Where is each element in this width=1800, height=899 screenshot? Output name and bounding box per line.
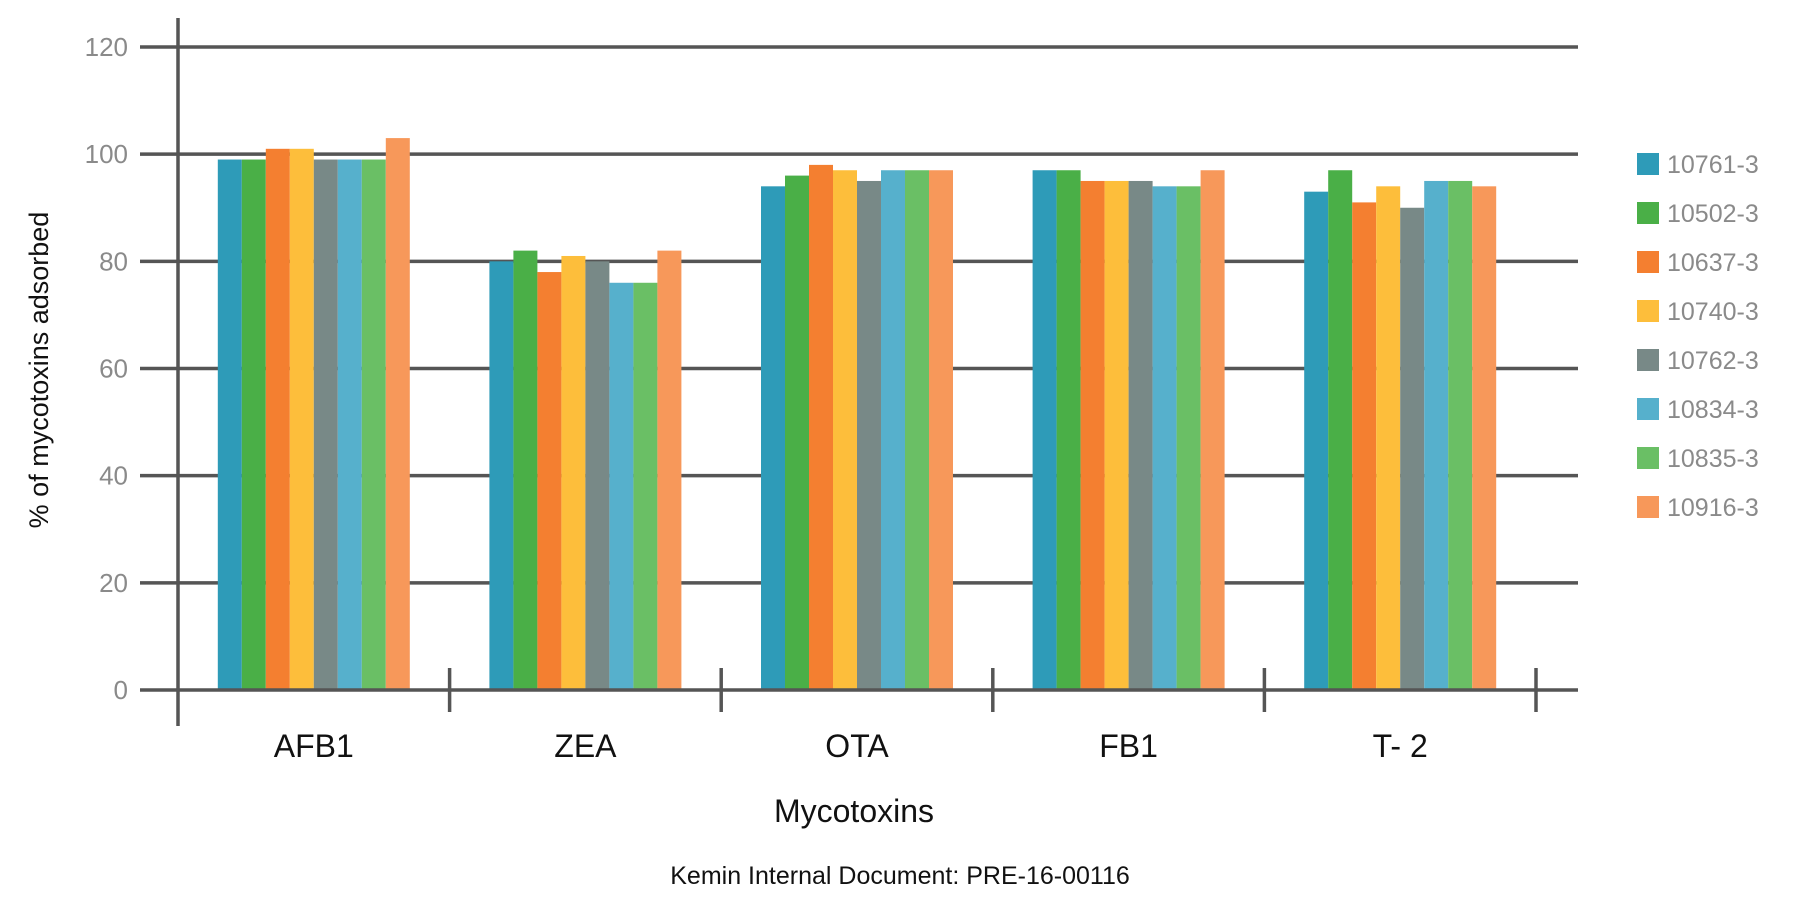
legend-label: 10502-3 bbox=[1667, 200, 1759, 228]
x-tick-label: AFB1 bbox=[274, 728, 354, 764]
bar-10761-3-AFB1 bbox=[217, 159, 242, 690]
axes bbox=[140, 18, 1578, 726]
y-tick-labels: 0 20 40 60 80 100 120 bbox=[85, 32, 128, 705]
bars bbox=[217, 138, 1497, 691]
bar-10834-3-AFB1 bbox=[337, 159, 362, 690]
bar-10502-3-AFB1 bbox=[241, 159, 266, 690]
legend-swatch bbox=[1637, 251, 1659, 273]
bar-10502-3-FB1 bbox=[1056, 170, 1081, 690]
legend-swatch bbox=[1637, 202, 1659, 224]
legend-label: 10740-3 bbox=[1667, 298, 1759, 326]
bar-10916-3-T-2 bbox=[1472, 186, 1497, 691]
legend-label: 10835-3 bbox=[1667, 445, 1759, 473]
legend: 10761-3 10502-3 10637-3 10740-3 10762-3 10834… bbox=[1637, 151, 1759, 522]
bar-10835-3-OTA bbox=[905, 170, 929, 690]
bar-10502-3-T-2 bbox=[1328, 170, 1353, 690]
bar-10502-3-ZEA bbox=[513, 250, 538, 690]
bar-10916-3-ZEA bbox=[657, 250, 682, 690]
bar-10834-3-T-2 bbox=[1424, 180, 1449, 691]
bar-10762-3-OTA bbox=[857, 180, 881, 691]
x-axis-title: Mycotoxins bbox=[774, 793, 934, 829]
x-tick-label: T- 2 bbox=[1373, 728, 1428, 764]
bar-10762-3-T-2 bbox=[1400, 207, 1425, 690]
y-tick-label: 100 bbox=[85, 139, 128, 169]
bar-10762-3-FB1 bbox=[1128, 180, 1153, 691]
bar-10835-3-ZEA bbox=[633, 282, 658, 690]
bar-10637-3-OTA bbox=[809, 164, 833, 691]
bar-10761-3-FB1 bbox=[1032, 170, 1057, 690]
bar-10740-3-T-2 bbox=[1376, 186, 1401, 691]
x-tick-label: FB1 bbox=[1099, 728, 1158, 764]
bar-10740-3-AFB1 bbox=[289, 148, 314, 690]
legend-label: 10637-3 bbox=[1667, 249, 1759, 277]
bar-10762-3-ZEA bbox=[585, 261, 610, 690]
bar-10835-3-T-2 bbox=[1448, 180, 1473, 691]
x-tick-label: OTA bbox=[825, 728, 889, 764]
legend-swatch bbox=[1637, 349, 1659, 371]
bar-10835-3-AFB1 bbox=[361, 159, 386, 690]
y-tick-label: 0 bbox=[114, 675, 128, 705]
legend-swatch bbox=[1637, 496, 1659, 518]
y-tick-label: 40 bbox=[99, 461, 128, 491]
bar-10740-3-FB1 bbox=[1104, 180, 1129, 691]
y-axis-title: % of mycotoxins adsorbed bbox=[24, 212, 54, 529]
bar-10761-3-OTA bbox=[761, 186, 785, 691]
legend-swatch bbox=[1637, 300, 1659, 322]
x-tick-label: ZEA bbox=[554, 728, 617, 764]
bar-10740-3-OTA bbox=[833, 170, 857, 690]
bar-10502-3-OTA bbox=[785, 175, 809, 691]
bar-10916-3-FB1 bbox=[1200, 170, 1225, 690]
bar-10637-3-T-2 bbox=[1352, 202, 1377, 690]
legend-swatch bbox=[1637, 398, 1659, 420]
bar-10762-3-AFB1 bbox=[313, 159, 338, 690]
bar-10834-3-ZEA bbox=[609, 282, 634, 690]
bar-10916-3-AFB1 bbox=[385, 138, 410, 690]
bar-10916-3-OTA bbox=[929, 170, 953, 690]
y-tick-label: 60 bbox=[99, 354, 128, 384]
x-tick-labels: AFB1 ZEA OTA FB1 T- 2 bbox=[274, 728, 1428, 764]
legend-label: 10834-3 bbox=[1667, 396, 1759, 424]
bar-10637-3-FB1 bbox=[1080, 180, 1105, 691]
bar-10740-3-ZEA bbox=[561, 255, 586, 690]
legend-label: 10761-3 bbox=[1667, 151, 1759, 179]
y-tick-label: 80 bbox=[99, 246, 128, 276]
bar-10834-3-OTA bbox=[881, 170, 905, 690]
legend-label: 10916-3 bbox=[1667, 494, 1759, 522]
bar-10761-3-T-2 bbox=[1304, 191, 1329, 691]
y-tick-label: 20 bbox=[99, 568, 128, 598]
bar-10637-3-ZEA bbox=[537, 272, 562, 690]
legend-label: 10762-3 bbox=[1667, 347, 1759, 375]
bar-10761-3-ZEA bbox=[489, 261, 514, 690]
bar-10834-3-FB1 bbox=[1152, 186, 1177, 691]
legend-swatch bbox=[1637, 447, 1659, 469]
bar-10835-3-FB1 bbox=[1176, 186, 1201, 691]
bar-10637-3-AFB1 bbox=[265, 148, 290, 690]
footer-note: Kemin Internal Document: PRE-16-00116 bbox=[670, 862, 1130, 890]
legend-swatch bbox=[1637, 153, 1659, 175]
y-tick-label: 120 bbox=[85, 32, 128, 62]
